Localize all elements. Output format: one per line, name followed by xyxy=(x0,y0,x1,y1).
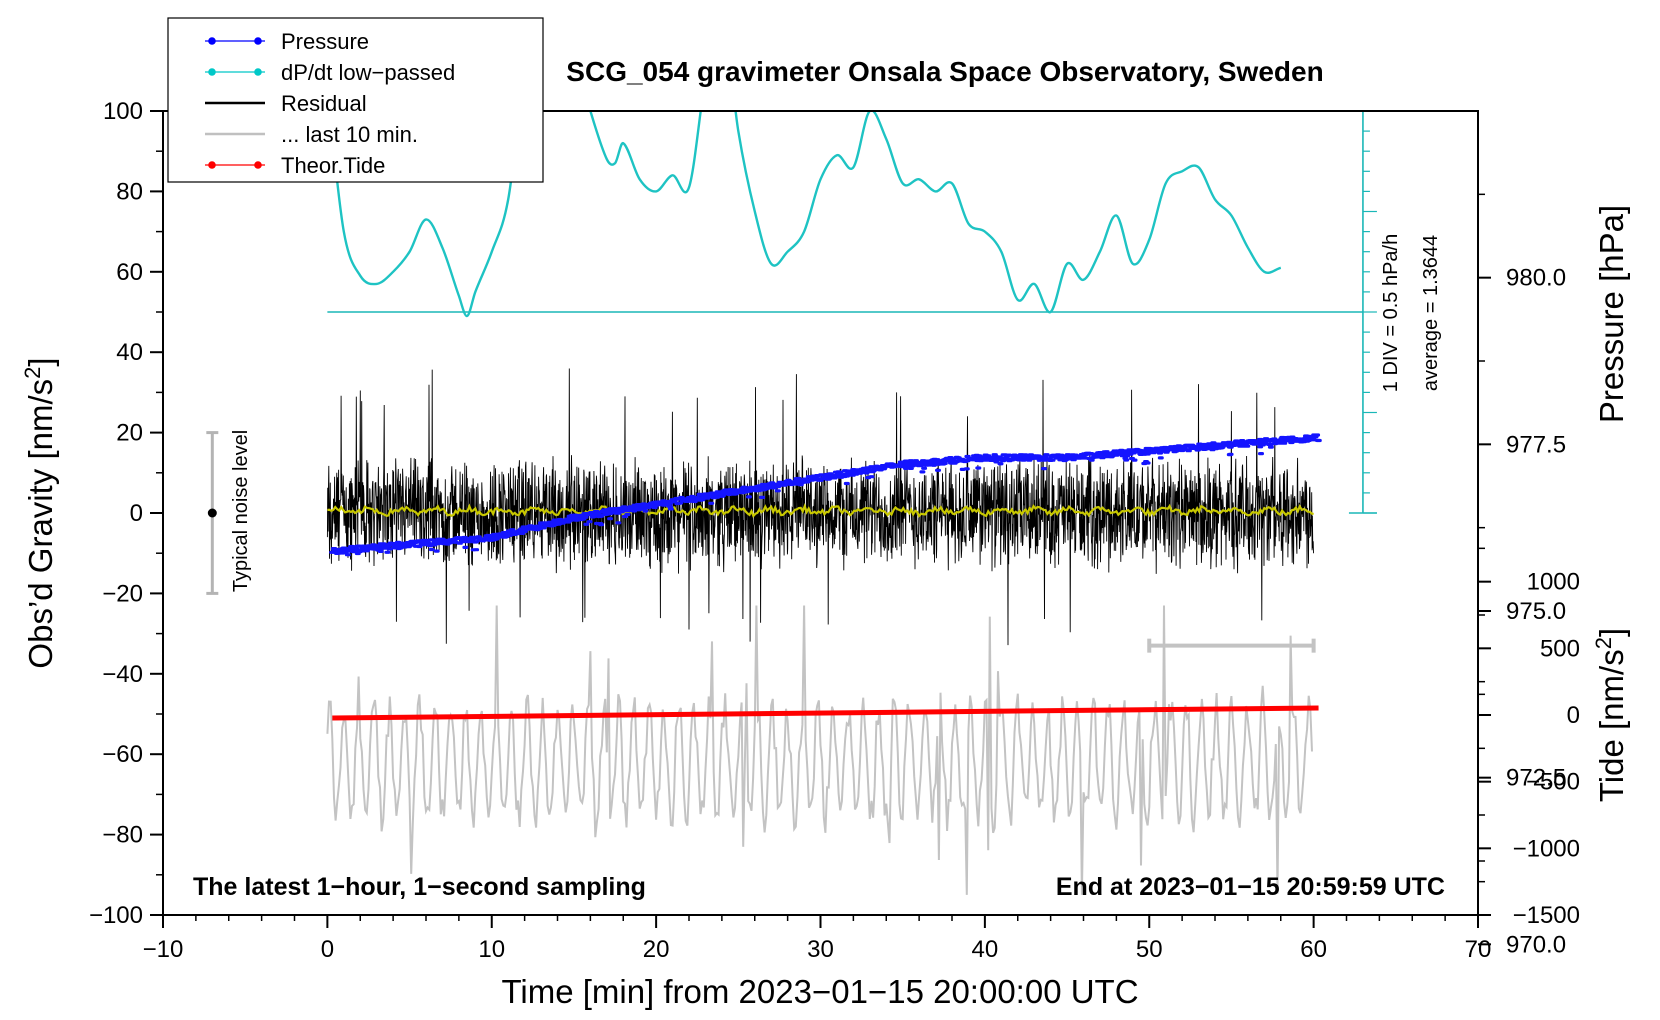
y-axis-title-sup: 2 xyxy=(20,367,45,379)
residual-smoothed-line xyxy=(327,502,1314,519)
pressure-series xyxy=(329,433,1322,557)
x-tick-label: 60 xyxy=(1300,936,1327,963)
pressure-tick-label: 975.0 xyxy=(1506,598,1566,625)
x-tick-label: 20 xyxy=(643,936,670,963)
theoretical-tide-line xyxy=(332,705,1319,721)
annotation-bottom-right: End at 2023−01−15 20:59:59 UTC xyxy=(1056,873,1445,901)
y-tick-label: 80 xyxy=(116,178,143,205)
legend-marker xyxy=(254,68,262,76)
dpdt-scale-label: 1 DIV = 0.5 hPa/h xyxy=(1380,234,1402,392)
legend-marker xyxy=(208,68,216,76)
y-tick-label: 20 xyxy=(116,420,143,447)
x-tick-label: 0 xyxy=(321,936,334,963)
y-tick-label: −20 xyxy=(102,580,143,607)
y-tick-label: −60 xyxy=(102,741,143,768)
pressure-tick-label: 977.5 xyxy=(1506,431,1566,458)
y-tick-label: −40 xyxy=(102,661,143,688)
tide-tick-label: −1500 xyxy=(1513,902,1580,929)
y-tick-label: −100 xyxy=(89,902,143,929)
x-tick-label: 10 xyxy=(478,936,505,963)
tide-tick-label: −1000 xyxy=(1513,835,1580,862)
y-axis-title-text: Obs’d Gravity [nm/s xyxy=(22,379,59,669)
x-tick-label: 40 xyxy=(972,936,999,963)
y-tick-label: −80 xyxy=(102,822,143,849)
legend-layer: Pressure dP/dt low−passed Residual ... last… xyxy=(167,17,544,183)
y-axis-title-end: ] xyxy=(22,357,59,366)
annotation-bottom-left: The latest 1−hour, 1−second sampling xyxy=(193,873,646,901)
residual-line xyxy=(326,368,1314,646)
y-tick-label: 40 xyxy=(116,339,143,366)
dpdt-average-label: average = 1.3644 xyxy=(1420,235,1442,391)
series-layer xyxy=(206,110,1377,895)
last-10-min-line xyxy=(326,605,1313,895)
pressure-tick-label: 970.0 xyxy=(1506,931,1566,958)
x-tick-label: −10 xyxy=(143,936,184,963)
legend-marker xyxy=(254,37,262,45)
legend-box xyxy=(167,17,544,183)
tide-axis-title-text: Tide [nm/s xyxy=(1593,649,1630,802)
legend-marker xyxy=(208,37,216,45)
dpdt-lowpassed-line xyxy=(328,111,1282,318)
y-tick-label: 100 xyxy=(103,98,143,125)
legend-marker xyxy=(254,161,262,169)
chart-title: SCG_054 gravimeter Onsala Space Observat… xyxy=(566,56,1323,87)
tide-tick-label: 1000 xyxy=(1527,569,1580,596)
legend-label: Residual xyxy=(281,91,367,116)
legend-label: Pressure xyxy=(281,29,369,54)
tide-tick-label: 500 xyxy=(1540,635,1580,662)
y-axis-title: Obs’d Gravity [nm/s2] xyxy=(20,357,59,668)
tide-axis-title-sup: 2 xyxy=(1591,637,1616,649)
x-tick-label: 70 xyxy=(1465,936,1492,963)
tide-axis-title: Tide [nm/s2] xyxy=(1591,628,1630,802)
pressure-tick-label: 980.0 xyxy=(1506,265,1566,292)
legend-label: Theor.Tide xyxy=(281,153,385,178)
legend-marker xyxy=(208,161,216,169)
pressure-tick-label: 972.5 xyxy=(1506,765,1566,792)
pressure-axis-title: Pressure [hPa] xyxy=(1593,205,1630,423)
y-tick-label: 60 xyxy=(116,259,143,286)
text-layer: −10 0 10 20 30 40 50 60 70−100−80−60−40−20020406… xyxy=(20,56,1630,1010)
x-tick-label: 30 xyxy=(807,936,834,963)
noise-bar-center xyxy=(207,508,217,518)
y-tick-label: 0 xyxy=(130,500,143,527)
tide-axis-title-end: ] xyxy=(1593,628,1630,637)
tide-tick-label: 0 xyxy=(1567,702,1580,729)
plot-frame-layer xyxy=(150,110,1491,946)
noise-label: Typical noise level xyxy=(230,430,252,592)
tide-tick-label: −500 xyxy=(1526,769,1580,796)
x-axis-title: Time [min] from 2023−01−15 20:00:00 UTC xyxy=(501,973,1138,1010)
legend-label: ... last 10 min. xyxy=(281,122,418,147)
legend-label: dP/dt low−passed xyxy=(281,60,455,85)
x-tick-label: 50 xyxy=(1136,936,1163,963)
